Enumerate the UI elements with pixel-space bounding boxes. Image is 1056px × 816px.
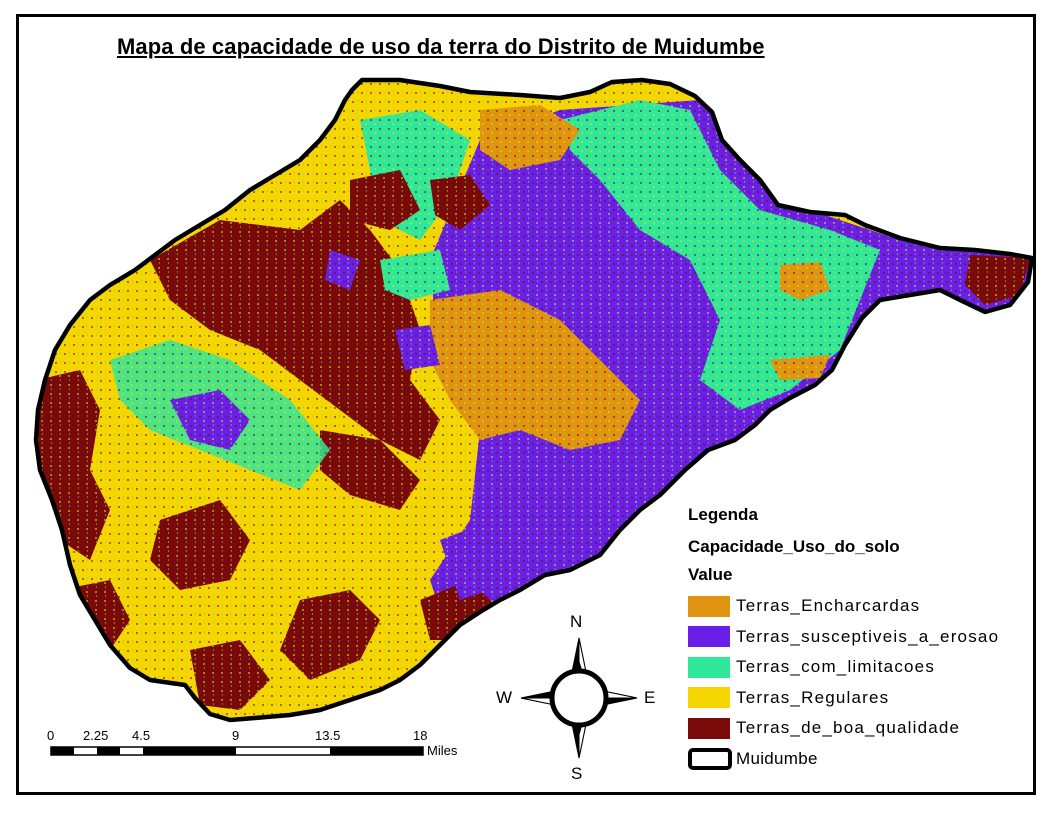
- legend-item-label: Terras_Encharcardas: [736, 596, 921, 616]
- legend-item-label: Terras_de_boa_qualidade: [736, 718, 961, 738]
- compass-north-label: N: [570, 612, 583, 631]
- legend-swatch: [688, 595, 730, 617]
- compass-west-label: W: [496, 688, 513, 707]
- legend-swatch: [688, 656, 730, 678]
- legend-item-boundary: Muidumbe: [688, 744, 1028, 775]
- compass-south-label: S: [571, 764, 583, 783]
- legend-item: Terras_Regulares: [688, 683, 1028, 714]
- legend-items: Terras_Encharcardas Terras_susceptiveis_a…: [688, 591, 1028, 744]
- legend-item-label: Terras_com_limitacoes: [736, 657, 936, 677]
- legend-swatch: [688, 717, 730, 739]
- legend-swatch: [688, 626, 730, 648]
- legend-item: Terras_com_limitacoes: [688, 652, 1028, 683]
- legend-item-label: Muidumbe: [736, 748, 818, 768]
- legend-item-label: Terras_Regulares: [736, 687, 890, 707]
- legend-value-heading: Value: [688, 565, 733, 584]
- north-arrow-icon: [520, 637, 638, 759]
- compass-east-label: E: [644, 688, 656, 707]
- scale-tick-label: 13.5: [315, 728, 341, 743]
- legend-item: Terras_Encharcardas: [688, 591, 1028, 622]
- legend-heading: Legenda: [688, 505, 758, 524]
- map-title: Mapa de capacidade de uso da terra do Di…: [117, 34, 765, 59]
- boundary-swatch: [688, 747, 732, 770]
- legend-item: Terras_susceptiveis_a_erosao: [688, 622, 1028, 653]
- scale-unit-label: Miles: [427, 743, 458, 758]
- legend-field-name: Capacidade_Uso_do_solo: [688, 537, 900, 556]
- legend-item-label: Terras_susceptiveis_a_erosao: [736, 626, 1000, 646]
- legend: Legenda Capacidade_Uso_do_solo Value Ter…: [688, 505, 1028, 774]
- scale-tick-label: 0: [47, 728, 55, 743]
- legend-item: Terras_de_boa_qualidade: [688, 713, 1028, 744]
- scale-tick-label: 4.5: [132, 728, 151, 743]
- scale-tick-label: 18: [413, 728, 428, 743]
- scale-tick-label: 2.25: [83, 728, 109, 743]
- scale-bar: [50, 746, 424, 756]
- scale-tick-label: 9: [232, 728, 240, 743]
- legend-swatch: [688, 687, 730, 709]
